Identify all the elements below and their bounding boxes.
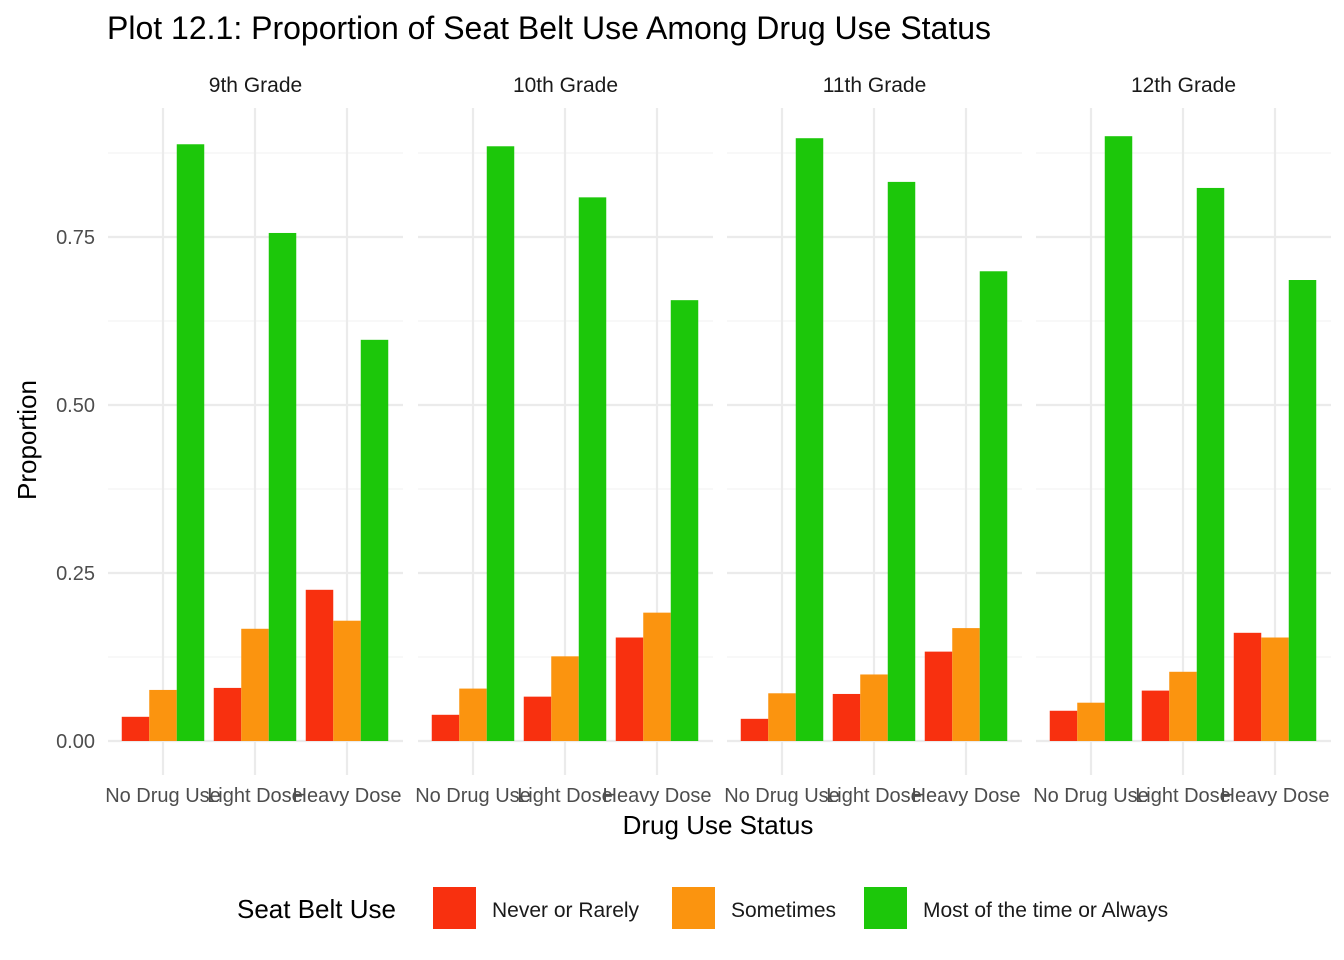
bar: [615, 637, 644, 741]
bar: [551, 656, 579, 741]
y-tick-label: 0.25: [56, 563, 95, 585]
bar: [887, 181, 916, 741]
bar: [431, 714, 460, 741]
bar: [360, 339, 389, 741]
bar: [1288, 280, 1317, 741]
x-tick-label: No Drug Use: [1033, 785, 1149, 807]
bar: [832, 693, 861, 741]
bar: [924, 651, 953, 741]
bar: [1049, 710, 1078, 741]
bar: [1141, 690, 1170, 741]
chart-title: Plot 12.1: Proportion of Seat Belt Use A…: [107, 10, 991, 46]
y-tick-label: 0.75: [56, 227, 95, 249]
x-tick-label: Light Dose: [1135, 785, 1231, 807]
y-axis-title: Proportion: [12, 380, 42, 500]
legend-title: Seat Belt Use: [237, 894, 396, 924]
bar: [643, 612, 671, 741]
bar: [333, 620, 361, 741]
bar: [768, 693, 796, 741]
y-axis: 0.00 0.25 0.50 0.75: [56, 227, 95, 753]
bar: [305, 589, 334, 741]
y-tick-label: 0.00: [56, 731, 95, 753]
facet-strip-label: 9th Grade: [209, 74, 302, 97]
bar: [459, 688, 487, 741]
bar: [952, 628, 980, 741]
x-axis-title: Drug Use Status: [623, 810, 814, 840]
bar: [1233, 632, 1262, 741]
x-tick-label: No Drug Use: [105, 785, 221, 807]
x-tick-label: Heavy Dose: [603, 785, 712, 807]
bar: [1077, 702, 1105, 741]
legend-label: Most of the time or Always: [923, 899, 1168, 922]
facet-strip-label: 11th Grade: [823, 74, 927, 97]
legend-label: Sometimes: [731, 899, 836, 922]
bar: [1104, 136, 1133, 741]
x-tick-label: Heavy Dose: [1221, 785, 1330, 807]
bar: [670, 300, 699, 741]
legend-key: [672, 887, 715, 929]
x-tick-label: Light Dose: [207, 785, 303, 807]
bar: [795, 138, 824, 741]
bar: [1261, 637, 1289, 741]
x-tick-label: Heavy Dose: [293, 785, 402, 807]
bar: [523, 696, 552, 741]
x-tick-label: Light Dose: [517, 785, 613, 807]
facet-strip-label: 10th Grade: [513, 74, 618, 97]
bar: [1169, 671, 1197, 741]
bar: [1196, 187, 1225, 742]
legend-key: [433, 887, 476, 929]
bar: [578, 197, 607, 742]
x-tick-label: Light Dose: [826, 785, 922, 807]
bar: [860, 674, 888, 741]
bar: [121, 716, 150, 741]
bar: [213, 687, 242, 741]
bar: [176, 144, 205, 741]
bar: [740, 718, 769, 741]
x-tick-label: No Drug Use: [724, 785, 840, 807]
x-tick-label: Heavy Dose: [912, 785, 1021, 807]
legend-label: Never or Rarely: [492, 899, 640, 922]
y-tick-label: 0.50: [56, 395, 95, 417]
facet-strip-label: 12th Grade: [1131, 74, 1236, 97]
legend-key: [864, 887, 907, 929]
bar: [268, 232, 297, 741]
x-tick-label: No Drug Use: [415, 785, 531, 807]
bar: [241, 628, 269, 741]
bar: [486, 146, 515, 741]
legend: Seat Belt Use Never or Rarely Sometimes Mo…: [237, 887, 1168, 929]
bar: [149, 689, 177, 741]
bar: [979, 271, 1008, 741]
